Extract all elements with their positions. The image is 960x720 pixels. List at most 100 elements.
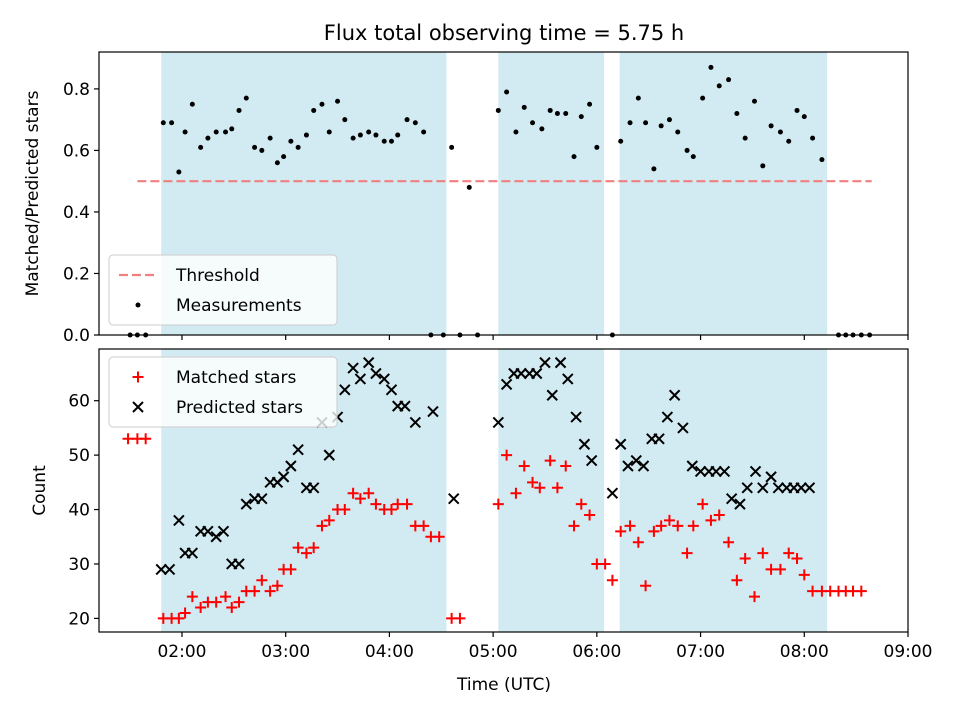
data-point	[686, 460, 698, 472]
data-point	[539, 356, 551, 369]
data-point	[370, 498, 382, 510]
plot-frame	[98, 348, 909, 633]
data-point	[412, 120, 418, 126]
series-matched-stars	[122, 433, 867, 624]
data-point	[705, 514, 717, 526]
data-point	[285, 460, 297, 472]
data-point	[140, 433, 152, 445]
y-tick-label: 30	[68, 555, 90, 575]
data-point	[571, 154, 577, 160]
data-point	[399, 400, 411, 412]
data-point	[700, 95, 706, 101]
data-point	[347, 487, 359, 499]
data-point	[547, 107, 553, 113]
data-point	[615, 525, 627, 537]
data-point	[690, 154, 696, 160]
data-point	[370, 367, 382, 380]
data-point	[640, 580, 652, 592]
data-point	[173, 514, 185, 527]
data-point	[655, 520, 667, 532]
data-point	[401, 498, 413, 510]
observing-interval-2	[498, 52, 605, 335]
data-point	[292, 542, 304, 554]
plot-frame	[98, 51, 909, 336]
data-point	[155, 563, 167, 576]
data-point	[713, 509, 725, 521]
x-tick-label: 02:00	[157, 642, 206, 662]
data-point	[385, 384, 398, 396]
data-point	[751, 98, 757, 104]
data-point	[229, 126, 235, 132]
data-point	[684, 147, 690, 153]
x-tick-label: 04:00	[365, 642, 414, 662]
y-axis-title: Count	[30, 465, 50, 516]
data-point	[675, 129, 681, 135]
data-point	[741, 482, 753, 494]
y-tick-label: 0.2	[63, 264, 90, 284]
data-point	[513, 129, 519, 135]
data-point	[734, 498, 746, 510]
data-point	[335, 98, 341, 104]
y-tick-label: 50	[68, 446, 90, 466]
data-point	[774, 563, 786, 575]
x-tick-label: 08:00	[780, 642, 829, 662]
legend-swatch	[135, 302, 141, 308]
data-point	[794, 107, 800, 113]
data-point	[236, 107, 242, 113]
data-point	[627, 120, 633, 126]
data-point	[233, 596, 245, 608]
data-point	[731, 574, 743, 586]
data-point	[259, 147, 265, 153]
data-point	[734, 111, 740, 117]
data-point	[594, 144, 600, 150]
data-point	[798, 569, 810, 581]
data-point	[663, 514, 675, 526]
data-point	[515, 367, 527, 380]
data-point	[668, 389, 681, 401]
data-point	[366, 129, 372, 135]
data-point	[554, 356, 567, 369]
data-point	[179, 607, 191, 619]
data-point	[433, 531, 445, 543]
data-point	[339, 384, 351, 396]
y-tick-label: 0.4	[63, 203, 90, 223]
data-point	[716, 83, 722, 89]
data-point	[801, 114, 807, 120]
data-point	[409, 416, 422, 429]
data-point	[466, 184, 472, 190]
series-measurements	[127, 64, 873, 338]
data-point	[226, 602, 238, 614]
data-point	[173, 612, 185, 624]
chart-title: Flux total observing time = 5.75 h	[324, 21, 684, 45]
data-point	[323, 449, 335, 461]
data-point	[554, 111, 560, 117]
data-point	[643, 120, 649, 126]
data-point	[624, 520, 636, 532]
data-point	[122, 433, 134, 445]
data-point	[618, 138, 624, 144]
x-tick-label: 03:00	[261, 642, 310, 662]
data-point	[210, 531, 222, 543]
data-point	[176, 169, 182, 175]
data-point	[575, 498, 587, 510]
x-tick-label: 07:00	[676, 642, 725, 662]
data-point	[392, 498, 404, 510]
data-point	[855, 585, 867, 597]
data-point	[271, 580, 283, 592]
data-point	[249, 585, 261, 597]
data-point	[518, 460, 530, 472]
data-point	[277, 471, 290, 483]
data-point	[169, 120, 175, 126]
data-point	[606, 487, 619, 499]
data-point	[381, 138, 387, 144]
data-point	[768, 123, 774, 129]
data-point	[319, 101, 325, 107]
data-point	[648, 525, 660, 537]
data-point	[666, 117, 672, 123]
data-point	[373, 132, 379, 138]
data-point	[448, 492, 460, 505]
data-point	[544, 455, 556, 467]
legend-label: Threshold	[175, 266, 260, 286]
